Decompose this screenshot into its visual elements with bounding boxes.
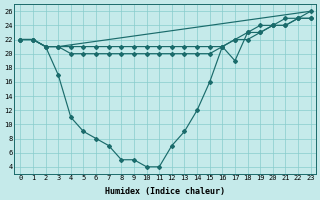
X-axis label: Humidex (Indice chaleur): Humidex (Indice chaleur) [105, 187, 225, 196]
